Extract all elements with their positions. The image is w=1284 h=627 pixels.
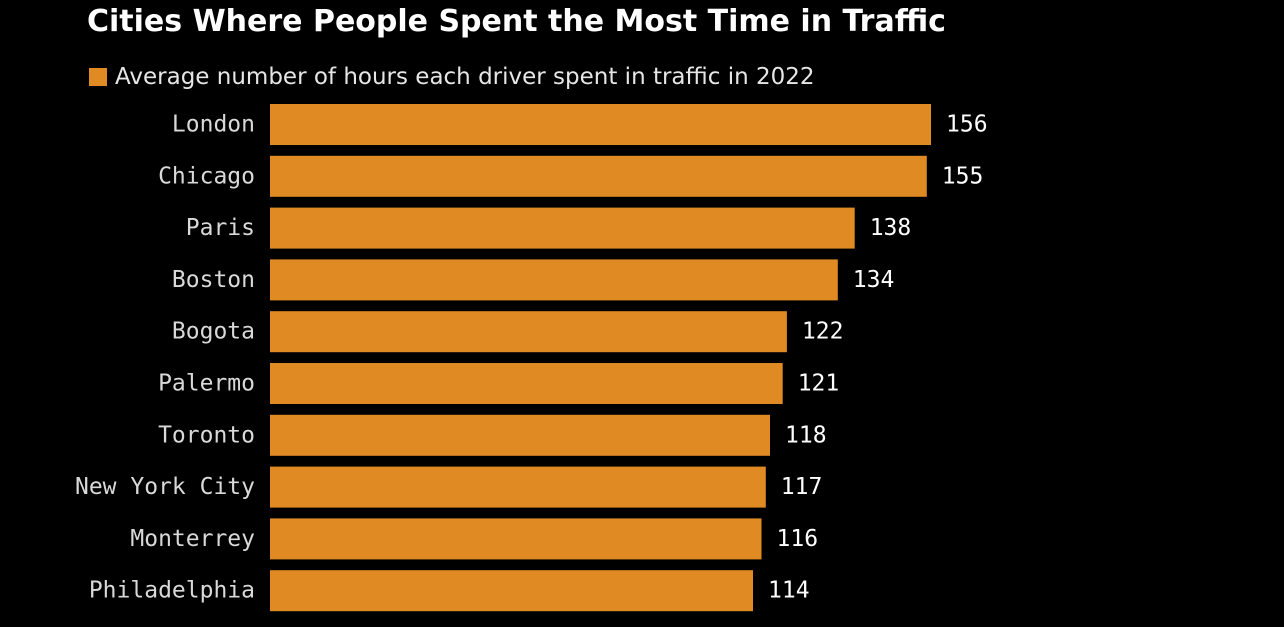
- category-label-chicago: Chicago: [158, 163, 255, 189]
- category-label-new-york-city: New York City: [75, 474, 255, 500]
- value-label-london: 156: [946, 112, 988, 138]
- bar-boston: [270, 259, 838, 301]
- category-label-philadelphia: Philadelphia: [89, 578, 255, 604]
- value-label-paris: 138: [870, 215, 912, 241]
- bar-palermo: [270, 363, 783, 404]
- legend-label: Average number of hours each driver spen…: [115, 64, 815, 90]
- bar-philadelphia: [270, 570, 753, 612]
- value-label-philadelphia: 114: [768, 578, 810, 604]
- category-label-bogota: Bogota: [172, 319, 255, 345]
- category-label-paris: Paris: [186, 215, 255, 241]
- bar-bogota: [270, 311, 787, 353]
- bar-toronto: [270, 414, 770, 456]
- category-label-palermo: Palermo: [158, 371, 255, 397]
- value-label-monterrey: 116: [777, 526, 819, 552]
- chart-title: Cities Where People Spent the Most Time …: [87, 4, 946, 39]
- legend: Average number of hours each driver spen…: [89, 62, 815, 92]
- value-label-toronto: 118: [785, 422, 827, 448]
- category-label-toronto: Toronto: [158, 422, 255, 448]
- bar-chicago: [270, 155, 927, 197]
- category-label-boston: Boston: [172, 267, 255, 293]
- value-label-new-york-city: 117: [781, 474, 823, 500]
- category-label-monterrey: Monterrey: [130, 526, 255, 552]
- bar-paris: [270, 207, 855, 249]
- value-label-chicago: 155: [942, 163, 984, 189]
- bar-new-york-city: [270, 466, 766, 508]
- value-label-boston: 134: [853, 267, 895, 293]
- category-label-london: London: [172, 112, 255, 138]
- legend-swatch: [89, 68, 107, 86]
- bar-monterrey: [270, 518, 762, 560]
- value-label-palermo: 121: [798, 371, 840, 397]
- value-label-bogota: 122: [802, 319, 844, 345]
- bar-london: [270, 104, 931, 145]
